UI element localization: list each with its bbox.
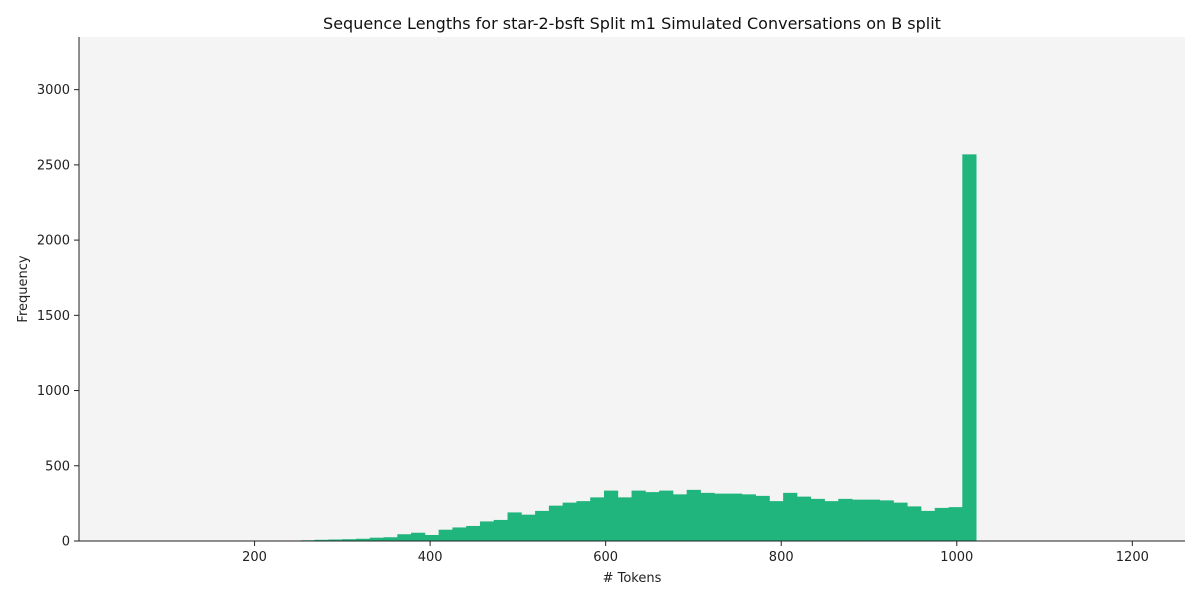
histogram-bar (493, 519, 508, 541)
histogram-bar (438, 529, 453, 541)
histogram-bar (383, 537, 398, 541)
histogram-bar (948, 507, 963, 541)
y-tick-label: 1000 (37, 384, 70, 399)
histogram-bar (342, 539, 357, 541)
y-tick-label: 1500 (37, 309, 70, 324)
histogram-bar (328, 539, 343, 541)
histogram-bar (369, 537, 384, 541)
histogram-bar (796, 496, 812, 541)
histogram-bar (907, 506, 922, 541)
histogram-bar (962, 154, 977, 541)
histogram-bar (728, 493, 743, 541)
histogram-bar (466, 525, 481, 541)
histogram-bar (838, 498, 853, 541)
histogram-bar (548, 505, 564, 541)
histogram-bar (934, 507, 949, 541)
x-tick-label: 1000 (940, 550, 973, 565)
x-tick-label: 200 (242, 550, 267, 565)
histogram-bar (714, 493, 729, 541)
y-tick-label: 2500 (37, 158, 70, 173)
histogram-bar (604, 490, 619, 541)
y-tick-label: 2000 (37, 234, 70, 249)
histogram-bar (479, 521, 495, 541)
histogram-bar (810, 498, 825, 541)
histogram-bar (659, 490, 674, 541)
histogram-bar (562, 502, 577, 541)
histogram-bar (397, 534, 412, 541)
x-axis-label: # Tokens (603, 571, 662, 586)
histogram-bar (411, 532, 426, 541)
histogram-bar (314, 539, 329, 541)
histogram-bar (783, 492, 798, 541)
histogram-bar (576, 501, 591, 541)
histogram-bar (741, 494, 756, 541)
histogram-bar (631, 490, 646, 541)
histogram-bar (645, 492, 660, 541)
histogram-bar (700, 492, 715, 541)
histogram-bar (769, 501, 784, 541)
histogram-bar (920, 510, 936, 541)
histogram-bar (865, 499, 881, 541)
x-tick-label: 400 (418, 550, 443, 565)
y-tick-label: 3000 (37, 83, 70, 98)
histogram-bar (521, 514, 536, 541)
bars-group (287, 154, 977, 541)
plot-area (79, 37, 1185, 541)
histogram-bar (617, 497, 632, 541)
chart-title: Sequence Lengths for star-2-bsft Split m… (323, 14, 941, 33)
histogram-bar (824, 501, 839, 541)
y-axis-ticks: 0 500 1000 1500 2000 2500 3000 (37, 83, 79, 550)
histogram-bar (355, 538, 371, 541)
histogram-bar (893, 502, 908, 541)
histogram-bar (452, 527, 467, 541)
y-tick-label: 500 (45, 459, 70, 474)
x-axis-ticks: 200 400 600 800 1000 1200 (242, 541, 1149, 565)
histogram-bar (424, 534, 440, 541)
y-axis-label: Frequency (16, 255, 31, 322)
x-tick-label: 600 (593, 550, 618, 565)
histogram-bar (755, 495, 770, 541)
histogram-bar (672, 494, 688, 541)
histogram-bar (590, 497, 605, 541)
histogram-bar (852, 499, 867, 541)
x-tick-label: 1200 (1116, 550, 1149, 565)
x-tick-label: 800 (769, 550, 794, 565)
histogram-bar (507, 512, 522, 541)
y-tick-label: 0 (62, 535, 70, 550)
histogram-bar (535, 510, 550, 541)
histogram-bar (879, 500, 894, 541)
histogram-bar (686, 489, 701, 541)
